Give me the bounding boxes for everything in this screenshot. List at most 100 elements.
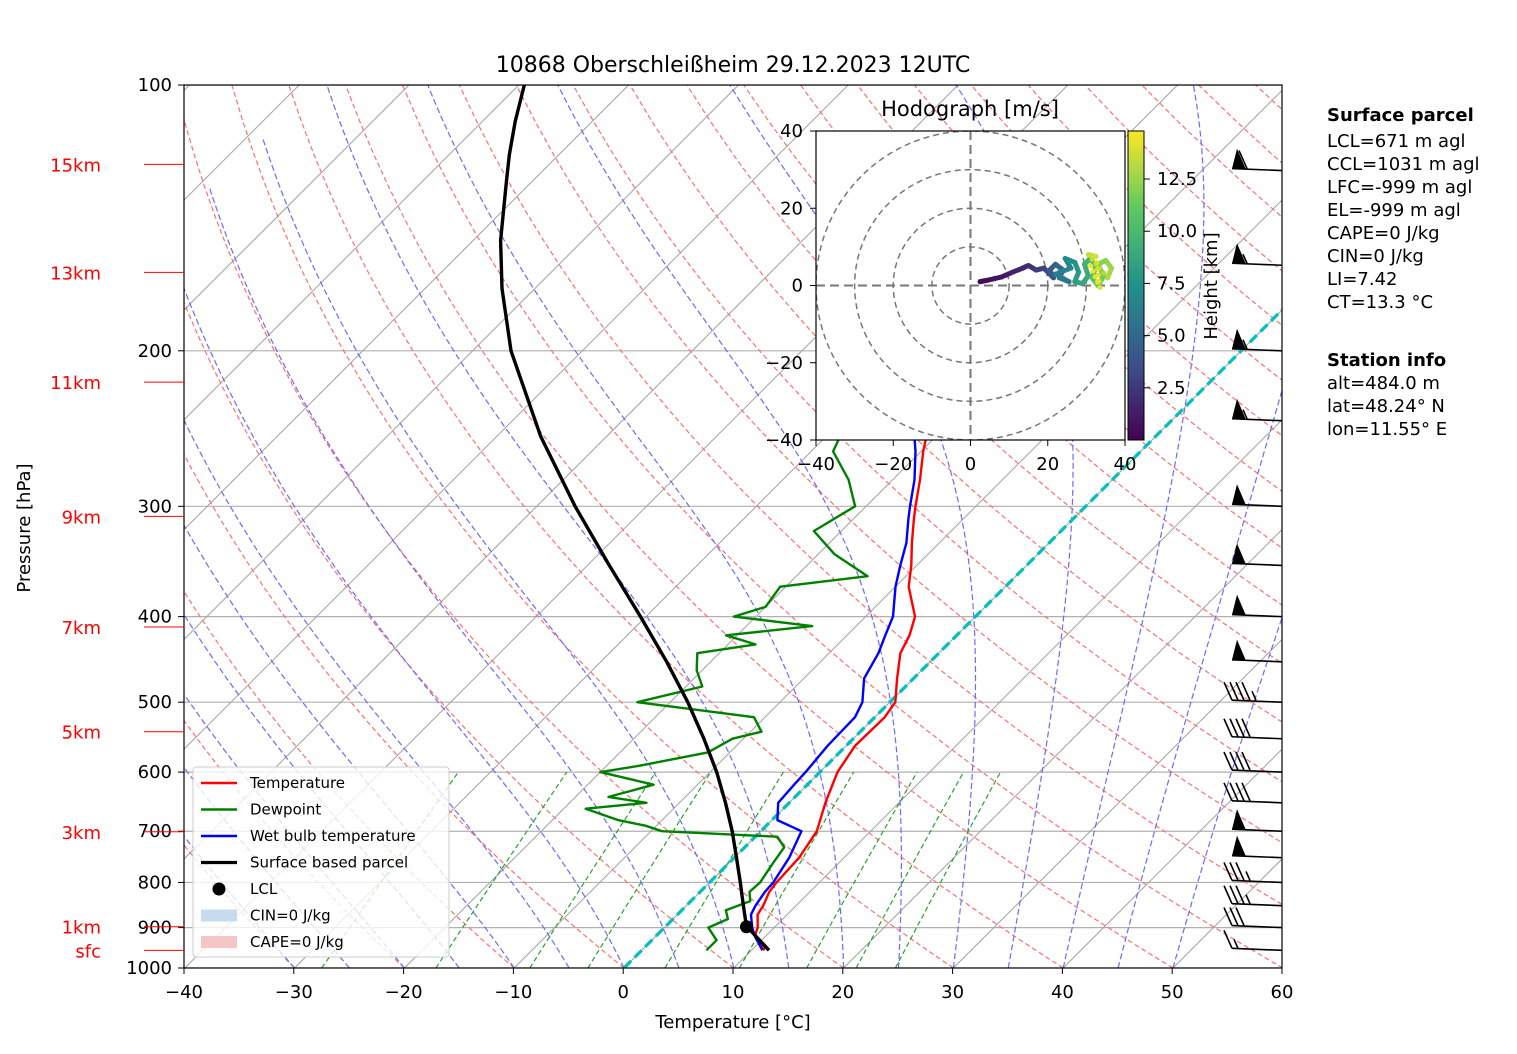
barb-feather (1241, 782, 1251, 802)
isotherm (184, 85, 520, 421)
barb-staff (1231, 902, 1283, 907)
barb-feather (1241, 718, 1251, 738)
barb-half-feather (1242, 409, 1248, 420)
colorbar-tick-label: 7.5 (1157, 273, 1186, 294)
moist-adiabat (326, 85, 790, 968)
chart-legend: Temperature Dewpoint Wet bulb temperature S… (192, 766, 450, 958)
colorbar-ticks: 2.5 5.0 7.5 10.0 12.5 (1144, 169, 1197, 399)
moist-adiabat (557, 85, 902, 968)
barb-feather (1235, 907, 1245, 926)
hodo-x-tick-label: 40 (1114, 454, 1137, 475)
hodograph-point (1094, 279, 1101, 285)
legend-label: Temperature (249, 774, 345, 792)
mixing-ratio-line (806, 771, 918, 968)
hodo-y-tick-label: 40 (780, 121, 803, 142)
hodograph-point (1092, 274, 1098, 280)
hodo-x-tick-label: −20 (874, 454, 912, 475)
legend-label: Wet bulb temperature (250, 827, 416, 845)
dry-adiabat (345, 85, 1174, 968)
mixing-ratio-line (738, 771, 855, 968)
legend-swatch (212, 882, 226, 896)
isotherm (184, 85, 410, 311)
x-tick-label: 30 (941, 982, 964, 1003)
height-tick-label: 11km (50, 373, 101, 394)
moist-adiabat (184, 286, 625, 968)
x-tick-label: 50 (1161, 982, 1184, 1003)
hodograph-inset: Hodograph [m/s] −40 −20 0 20 40 40 20 0 −20 −40 2… (765, 97, 1222, 475)
moist-adiabat (1117, 388, 1282, 968)
dry-adiabat (184, 452, 625, 968)
hodograph-rings (816, 131, 1125, 440)
barb-half-feather (1242, 253, 1248, 264)
barb-feather (1229, 681, 1239, 701)
barb-pennant (1232, 639, 1246, 661)
barb-pennant (1232, 594, 1246, 616)
legend-label: LCL (250, 880, 278, 898)
info-ct: CT=13.3 °C (1327, 292, 1433, 313)
legend-box (192, 766, 450, 958)
moist-adiabat (184, 524, 515, 968)
barb-feather (1235, 751, 1245, 771)
hodograph-point (1097, 284, 1103, 291)
barb-pennant (1232, 398, 1246, 420)
info-el: EL=-999 m agl (1327, 200, 1461, 221)
barb-half-feather (1245, 871, 1251, 881)
hodograph-point (1094, 260, 1100, 266)
barb-feather (1223, 907, 1233, 926)
colorbar-tick-label: 2.5 (1157, 378, 1186, 399)
x-tick-label: 60 (1271, 982, 1294, 1003)
barb-feather (1223, 930, 1233, 949)
hodograph-point (1094, 266, 1101, 272)
moist-adiabat (208, 185, 680, 968)
hodograph-point (1093, 253, 1099, 260)
hodograph-ticks: −40 −20 0 20 40 40 20 0 −20 −40 (765, 121, 1136, 475)
info-lon: lon=11.55° E (1327, 419, 1447, 440)
info-lcl: LCL=671 m agl (1327, 131, 1466, 152)
hodo-y-tick-label: 20 (780, 198, 803, 219)
dry-adiabat (401, 85, 1282, 968)
y-tick-label: 200 (138, 341, 172, 362)
moist-adiabat (184, 418, 570, 968)
barb-pennant (1232, 543, 1246, 565)
hodo-y-tick-label: −40 (765, 430, 803, 451)
info-lfc: LFC=-999 m agl (1327, 177, 1472, 198)
barb-feather (1235, 681, 1245, 701)
hodo-y-tick-label: −20 (765, 353, 803, 374)
surface-parcel-header: Surface parcel (1327, 105, 1474, 126)
barb-pennant (1232, 809, 1246, 831)
y-axis-label: Pressure [hPa] (14, 463, 35, 592)
mixing-ratio-line (894, 771, 1002, 968)
info-cin: CIN=0 J/kg (1327, 246, 1424, 267)
barb-feather (1235, 718, 1245, 738)
barb-feather (1223, 782, 1233, 802)
barb-feather (1223, 885, 1233, 905)
hodo-x-tick-label: 20 (1036, 454, 1059, 475)
hodo-x-tick-label: 0 (965, 454, 976, 475)
station-info-header: Station info (1327, 350, 1446, 371)
dry-adiabat (288, 85, 1064, 968)
barb-feather (1241, 681, 1251, 701)
info-panel: Surface parcel LCL=671 m agl CCL=1031 m … (1327, 105, 1480, 440)
mixing-ratio-line (587, 771, 712, 968)
y-tick-label: 800 (138, 872, 172, 893)
y-tick-label: 400 (138, 607, 172, 628)
barb-staff (1231, 735, 1283, 740)
x-tick-label: −10 (494, 982, 532, 1003)
height-tick-label: 13km (50, 263, 101, 284)
barb-feather (1229, 718, 1239, 738)
isotherm (184, 85, 629, 531)
isotherm (184, 85, 849, 750)
mixing-ratio-line (435, 771, 568, 968)
x-tick-label: −40 (165, 982, 203, 1003)
isotherm (733, 419, 1282, 968)
chart-title: 10868 Oberschleißheim 29.12.2023 12UTC (496, 53, 971, 78)
legend-swatch (201, 936, 237, 948)
info-cape: CAPE=0 J/kg (1327, 223, 1440, 244)
barb-staff (1231, 924, 1283, 929)
barb-feather (1241, 751, 1251, 771)
height-colorbar (1127, 130, 1145, 441)
hodo-y-tick-label: 0 (792, 276, 803, 297)
barb-feather (1229, 885, 1239, 905)
x-tick-label: −30 (275, 982, 313, 1003)
